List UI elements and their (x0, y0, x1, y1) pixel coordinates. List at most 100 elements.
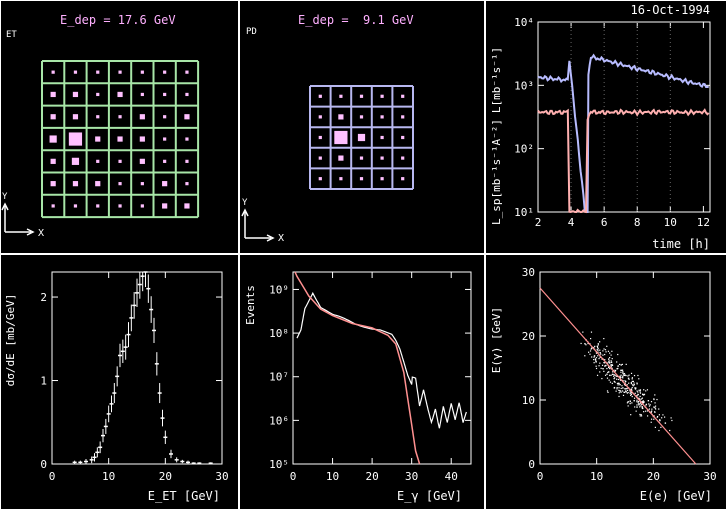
scatter-point (624, 388, 626, 390)
scatter-point (654, 394, 656, 396)
scatter-point (610, 360, 612, 362)
scatter-point (623, 391, 625, 393)
scatter-point (655, 408, 657, 410)
scatter-point (622, 380, 624, 382)
egamma-xlabel: E_γ [GeV] (397, 489, 462, 503)
scatter-point (590, 348, 592, 350)
scatter-point (597, 343, 599, 345)
scatter-point (632, 380, 635, 383)
scatter-point (643, 393, 646, 395)
scatter-point (635, 410, 637, 412)
cell-hit (50, 91, 56, 98)
scatter-point (611, 363, 613, 366)
cell-hit (357, 133, 366, 142)
scatter-point (609, 356, 611, 359)
scatter-point (642, 394, 644, 396)
scatter-point (636, 382, 638, 384)
scatter-point (603, 348, 605, 350)
scatter-point (596, 345, 599, 347)
scatter-point (633, 384, 635, 386)
scatter-point (625, 388, 627, 390)
et-label: ET (6, 30, 17, 40)
scatter-point (654, 407, 656, 409)
scatter-point (653, 418, 655, 420)
panel-et: ET E_dep = 17.6 GeV Y X (1, 13, 200, 239)
scatter-point (610, 364, 612, 367)
scatter-point (582, 331, 584, 333)
cell-hit (380, 94, 384, 98)
scatter-point (636, 399, 638, 401)
scatter-point (614, 369, 617, 372)
cell-hit (334, 130, 348, 145)
scatter-point (640, 398, 643, 400)
lumi-ylabel-bottom: L_sp[mb⁻¹s⁻¹A⁻²] (490, 119, 503, 225)
scatter-point (640, 405, 642, 407)
scatter-point (631, 378, 633, 380)
scatter-point (624, 380, 626, 382)
scatter-point (646, 415, 649, 417)
scatter-point (634, 406, 636, 408)
scatter-point (617, 365, 619, 367)
x-tick-label: 40 (445, 470, 458, 483)
scatter-point (648, 408, 651, 410)
scatter-point (608, 366, 610, 368)
scatter-point (654, 426, 656, 428)
panel-dsigma: 0 10 20 30 0 1 2 dσ/dE [mb/GeV] E_ET [GeV] (4, 271, 229, 503)
scatter-point (610, 366, 612, 368)
cell-hit (50, 181, 56, 187)
cell-hit (339, 177, 343, 181)
scatter-point (636, 394, 638, 397)
cell-hit (96, 115, 100, 119)
scatter-point (637, 403, 640, 405)
scatter-point (610, 364, 612, 366)
x-tick-label: 4 (568, 216, 575, 229)
scatter-point (627, 375, 629, 377)
scatter-point (594, 358, 597, 360)
scatter-point (603, 337, 605, 340)
scatter-point (608, 379, 610, 381)
scatter-point (631, 387, 633, 389)
scatter-point (660, 426, 662, 428)
x-tick-label: 10 (102, 470, 115, 483)
series-L (537, 53, 709, 213)
cell-hit (184, 114, 190, 120)
scatter-point (625, 390, 627, 392)
scatter-point (608, 361, 610, 363)
scatter-point (640, 402, 642, 404)
scatter-point (595, 365, 597, 367)
scatter-point (637, 393, 639, 395)
scatter-point (622, 374, 625, 376)
et-axis-x-label: X (38, 228, 44, 239)
scatter-point (624, 374, 626, 376)
series-L_sp (537, 108, 710, 214)
scatter-point (599, 341, 601, 343)
cell-hit (163, 159, 167, 163)
scatter-point (642, 402, 645, 404)
scatter-point (639, 415, 641, 417)
scatter-point (602, 354, 604, 356)
scatter-point (650, 401, 653, 403)
scatter-point (658, 408, 660, 410)
cell-hit (117, 136, 123, 142)
scatter-point (604, 365, 606, 367)
scatter-point (639, 403, 641, 405)
dsigma-xlabel: E_ET [GeV] (148, 489, 220, 503)
cell-hit (185, 159, 189, 163)
scatter-point (661, 417, 663, 419)
scatter-point (598, 365, 600, 367)
cell-hit (339, 94, 343, 98)
scatter-point (601, 358, 603, 360)
cell-hit (140, 70, 144, 74)
scatter-point (595, 357, 598, 359)
scatter-point (629, 391, 631, 393)
scatter-point (605, 351, 607, 353)
scatter-point (608, 358, 610, 360)
scatter-point (620, 390, 622, 392)
cell-hit (49, 135, 57, 143)
pd-detector-grid (309, 85, 414, 190)
scatter-point (611, 382, 613, 384)
cell-hit (118, 182, 122, 186)
scatter-point (640, 415, 643, 417)
cell-hit (72, 114, 79, 120)
pd-axis-y-label: Y (242, 198, 248, 208)
